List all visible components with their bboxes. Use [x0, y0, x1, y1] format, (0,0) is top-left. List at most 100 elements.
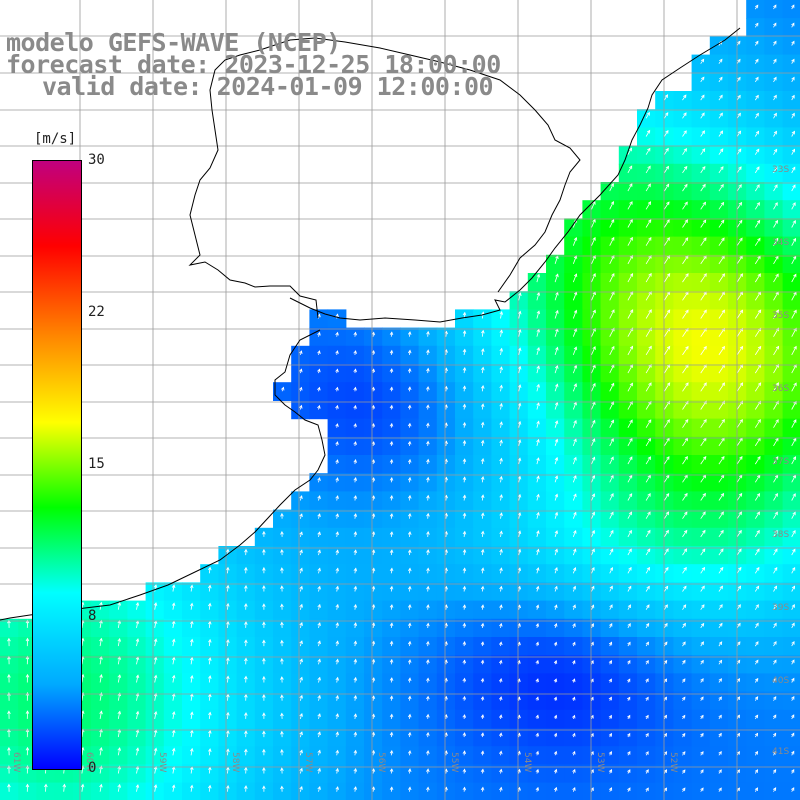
model-title: modelo GEFS-WAVE (NCEP)	[6, 28, 341, 57]
wind-arrow	[663, 567, 669, 574]
wind-cell	[637, 527, 656, 547]
wind-cell	[728, 637, 747, 656]
wind-arrow	[663, 530, 669, 538]
wind-cell	[382, 764, 401, 784]
wind-arrow	[591, 420, 596, 428]
wind-cell	[436, 345, 456, 365]
wind-arrow	[773, 438, 779, 447]
wind-cell	[691, 218, 711, 238]
wind-arrowhead	[262, 639, 266, 644]
wind-cell	[618, 691, 638, 711]
wind-cell	[509, 746, 529, 765]
wind-cell	[145, 637, 165, 656]
wind-arrowhead	[774, 166, 778, 171]
wind-arrowhead	[262, 712, 266, 716]
wind-cell	[327, 418, 347, 438]
wind-arrowhead	[683, 112, 687, 117]
wind-arrowhead	[791, 4, 795, 9]
wind-cell	[673, 309, 693, 329]
wind-arrow	[536, 439, 539, 447]
wind-arrowhead	[99, 601, 103, 606]
wind-cell	[709, 291, 729, 310]
wind-cell	[473, 655, 492, 674]
wind-arrowhead	[407, 331, 412, 335]
wind-arrowhead	[592, 309, 596, 314]
wind-arrowhead	[353, 404, 357, 409]
wind-arrowhead	[499, 494, 503, 498]
wind-arrowhead	[683, 130, 687, 134]
wind-arrowhead	[684, 492, 688, 497]
wind-cell	[746, 127, 765, 147]
wind-cell	[564, 491, 583, 511]
wind-arrow	[500, 403, 502, 410]
wind-cell	[618, 418, 638, 438]
wind-cell	[600, 455, 620, 474]
wind-cell	[345, 637, 365, 656]
wind-cell	[673, 254, 693, 274]
wind-arrowhead	[682, 696, 686, 701]
wind-cell	[200, 564, 219, 583]
wind-arrowhead	[663, 678, 668, 683]
wind-cell	[273, 509, 292, 529]
wind-cell	[418, 709, 438, 729]
wind-cell	[182, 728, 201, 747]
wind-arrow	[700, 112, 705, 119]
wind-arrowhead	[591, 456, 596, 461]
wind-arrow	[754, 585, 760, 592]
wind-cell	[709, 345, 729, 365]
wind-arrowhead	[407, 659, 412, 663]
wind-cell	[473, 600, 492, 620]
wind-arrowhead	[371, 622, 376, 627]
wind-arrowhead	[262, 657, 266, 662]
wind-arrow	[536, 512, 539, 519]
wind-arrowhead	[773, 40, 777, 45]
wind-arrowhead	[572, 768, 576, 773]
wind-arrow	[572, 273, 577, 283]
wind-cell	[709, 418, 729, 438]
wind-arrow	[682, 604, 687, 610]
wind-cell	[0, 655, 19, 674]
wind-arrow	[609, 183, 614, 192]
wind-arrowhead	[499, 548, 503, 553]
wind-arrow	[591, 255, 596, 265]
wind-cell	[200, 582, 219, 602]
wind-arrowhead	[573, 493, 577, 498]
wind-cell	[746, 218, 765, 238]
wind-cell	[618, 273, 638, 292]
wind-arrowhead	[610, 200, 614, 205]
wind-cell	[364, 436, 383, 456]
wind-cell	[637, 309, 656, 329]
wind-arrow	[591, 604, 594, 610]
wind-arrowhead	[536, 457, 540, 461]
wind-cell	[254, 546, 274, 565]
wind-arrowhead	[610, 382, 615, 387]
wind-arrow	[299, 531, 303, 538]
wind-cell	[509, 709, 529, 729]
wind-arrowhead	[736, 769, 740, 773]
wind-arrow	[154, 784, 157, 792]
wind-arrowhead	[555, 273, 559, 278]
wind-arrowhead	[611, 272, 615, 277]
wind-arrow	[227, 767, 229, 774]
wind-arrow	[318, 786, 321, 792]
wind-cell	[345, 746, 365, 765]
wind-arrow	[572, 402, 577, 410]
wind-cell	[546, 291, 565, 310]
wind-arrowhead	[426, 549, 430, 553]
wind-cell	[491, 655, 511, 674]
wind-cell	[473, 327, 492, 347]
wind-arrow	[481, 458, 484, 465]
wind-cell	[618, 527, 638, 547]
wind-arrow	[754, 166, 760, 174]
wind-arrow	[627, 456, 633, 465]
wind-cell	[600, 309, 620, 329]
wind-cell	[709, 600, 729, 620]
wind-arrowhead	[757, 382, 762, 386]
wind-arrowhead	[535, 714, 539, 719]
wind-cell	[345, 400, 365, 420]
wind-arrow	[518, 439, 521, 446]
wind-arrowhead	[627, 622, 631, 627]
wind-arrow	[645, 273, 652, 283]
wind-arrow	[773, 202, 778, 210]
wind-cell	[345, 709, 365, 729]
